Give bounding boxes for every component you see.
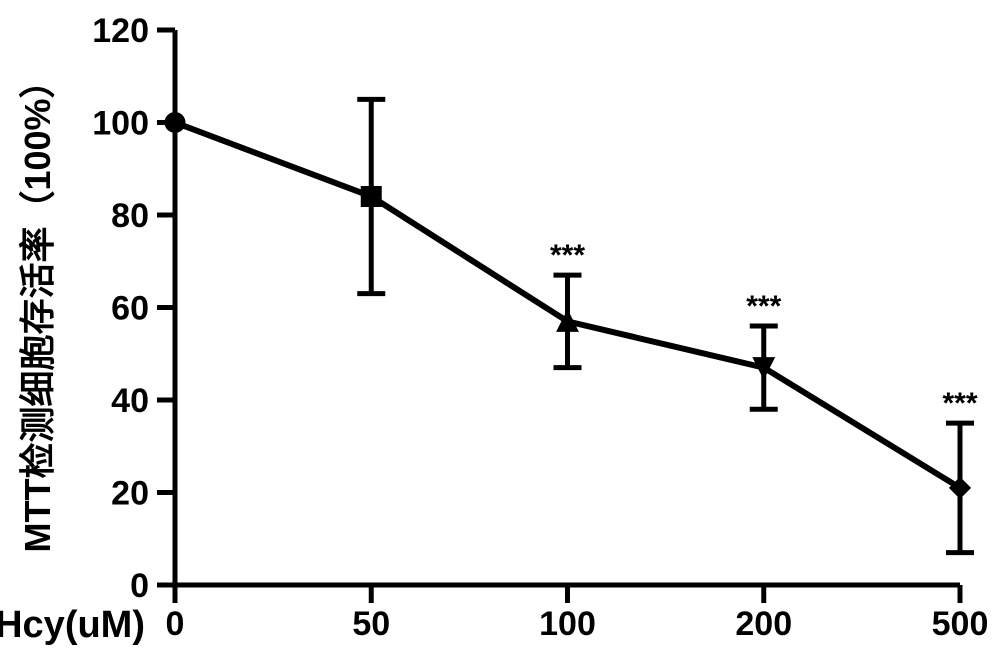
x-tick-label: 200 [735,605,792,643]
chart-svg: 0 20 40 60 80 100 120 0 50 100 200 500 *** *** *** MTT检… [0,0,1000,663]
y-tick-label: 20 [111,475,149,513]
data-marker [166,114,184,132]
x-axis-title: Hcy(uM) [0,604,145,646]
significance-label: *** [550,239,585,272]
x-tick-label: 0 [166,605,185,643]
data-marker [362,188,380,206]
y-tick-label: 40 [111,382,149,420]
mtt-viability-chart: 0 20 40 60 80 100 120 0 50 100 200 500 *** *** *** MTT检… [0,0,1000,663]
y-tick-label: 120 [92,12,149,50]
y-axis-title: MTT检测细胞存活率（100%） [17,62,58,552]
x-tick-label: 100 [539,605,596,643]
x-tick-label: 500 [932,605,989,643]
y-tick-label: 100 [92,105,149,143]
y-tick-label: 0 [130,567,149,605]
x-tick-label: 50 [352,605,390,643]
y-tick-label: 80 [111,197,149,235]
significance-label: *** [746,290,781,323]
y-tick-label: 60 [111,290,149,328]
significance-label: *** [942,387,977,420]
